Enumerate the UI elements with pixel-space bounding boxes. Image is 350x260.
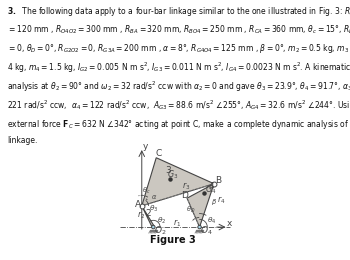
Bar [196, 230, 203, 231]
Circle shape [198, 225, 201, 229]
Text: $G_3$: $G_3$ [167, 168, 178, 181]
Text: $\theta_3$: $\theta_3$ [148, 204, 158, 214]
Text: $221$ rad/s$^2$ ccw,  $\alpha_4=122$ rad/s$^2$ ccw,  $A_{G3}=88.6$ m/s$^2$ $\ang: $221$ rad/s$^2$ ccw, $\alpha_4=122$ rad/… [7, 99, 350, 113]
Text: $r_4$: $r_4$ [217, 194, 225, 205]
Text: $r_3$: $r_3$ [182, 180, 191, 192]
Text: $G_4$: $G_4$ [205, 184, 217, 196]
Polygon shape [142, 206, 154, 228]
Text: $O_4$: $O_4$ [200, 225, 213, 237]
Text: B: B [215, 176, 221, 185]
Text: 2: 2 [146, 209, 151, 218]
Text: $=0$, $\theta_D=0°$, $R_{G2O2}=0$, $R_{G3A}=200$ mm , $\alpha=8°$, $R_{G4O4}=125: $=0$, $\theta_D=0°$, $R_{G2O2}=0$, $R_{G… [7, 42, 350, 55]
Text: 4: 4 [208, 181, 214, 191]
Text: external force $\mathbf{F}_C=632$ N $\angle 342°$ acting at point C, make a comp: external force $\mathbf{F}_C=632$ N $\an… [7, 118, 350, 131]
Polygon shape [142, 158, 214, 206]
Text: linkage.: linkage. [7, 136, 37, 146]
Text: D: D [181, 191, 188, 200]
Text: analysis at $\theta_2=90°$ and $\omega_2=32$ rad/s$^2$ ccw with $\alpha_2=0$ and: analysis at $\theta_2=90°$ and $\omega_2… [7, 80, 350, 94]
Text: $\beta$: $\beta$ [211, 197, 217, 207]
Text: $\theta_D$: $\theta_D$ [186, 205, 195, 215]
Text: $\theta_4$: $\theta_4$ [207, 216, 217, 226]
Text: $4$ kg, $m_4=1.5$ kg, $I_{G2}=0.005$ N m s$^2$, $I_{G3}=0.011$ N m s$^2$, $I_{G4: $4$ kg, $m_4=1.5$ kg, $I_{G2}=0.005$ N m… [7, 61, 350, 75]
Polygon shape [187, 184, 214, 227]
Text: y: y [142, 142, 148, 151]
Text: $\alpha$: $\alpha$ [152, 193, 158, 201]
Text: $=120$ mm , $R_{O4O2}=300$ mm , $R_{BA}=320$ mm, $R_{BO4}=250$ mm , $R_{CA}=360$: $=120$ mm , $R_{O4O2}=300$ mm , $R_{BA}=… [7, 23, 350, 36]
Text: x: x [227, 219, 232, 228]
Text: $r_2$: $r_2$ [138, 210, 146, 221]
Text: $O_2$: $O_2$ [154, 225, 167, 237]
Text: A: A [135, 200, 141, 209]
Text: $\theta_2$: $\theta_2$ [157, 216, 167, 226]
Text: Figure 3: Figure 3 [150, 236, 195, 245]
Text: 3: 3 [165, 166, 171, 175]
Text: $r_1$: $r_1$ [173, 217, 181, 229]
Text: $\theta_c$: $\theta_c$ [142, 185, 150, 196]
Bar [150, 230, 157, 231]
Text: $\mathbf{3.}$  The following data apply to a four-bar linkage similar to the one: $\mathbf{3.}$ The following data apply t… [7, 4, 350, 17]
Text: C: C [155, 149, 161, 158]
Circle shape [152, 225, 155, 229]
